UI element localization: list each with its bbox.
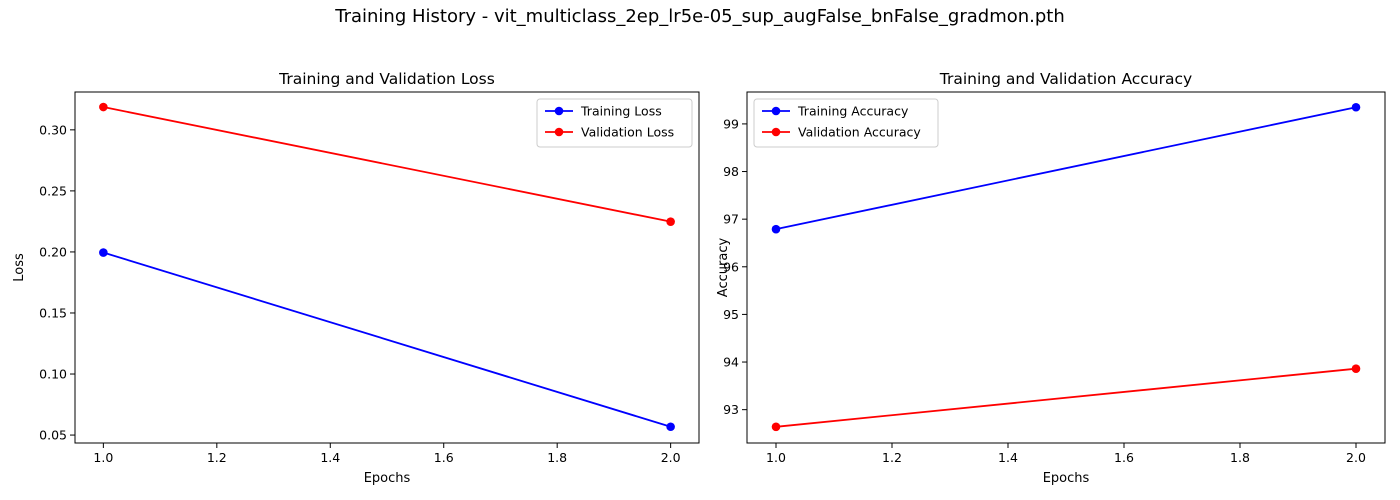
data-point-validation-loss (666, 217, 675, 226)
legend-marker-validation-accuracy (771, 127, 781, 137)
y-tick-label: 94 (723, 355, 739, 370)
data-point-validation-loss (99, 102, 108, 112)
legend: Training Accuracy Validation Accuracy (753, 98, 939, 148)
y-tick-label: 0.30 (39, 122, 67, 137)
x-tick-label: 1.0 (93, 450, 113, 465)
y-tick-label: 0.10 (39, 367, 67, 382)
y-tick-label: 96 (723, 259, 739, 274)
x-tick-label: 1.6 (1114, 450, 1134, 465)
series-line-validation-accuracy (775, 367, 1357, 428)
y-axis-label: Loss (12, 253, 27, 282)
chart-title: Training and Validation Loss (278, 70, 495, 88)
y-tick-label: 97 (723, 212, 739, 227)
legend-box (753, 98, 939, 148)
legend-marker-training-loss (554, 106, 564, 116)
x-tick-label: 1.6 (434, 450, 454, 465)
x-tick-label: 1.4 (320, 450, 340, 465)
x-tick-label: 1.2 (882, 450, 902, 465)
y-tick-label: 93 (723, 402, 739, 417)
legend-label-training-accuracy: Training Accuracy (797, 104, 909, 119)
x-tick-label: 2.0 (661, 450, 681, 465)
y-tick-label: 0.05 (39, 428, 67, 443)
figure-title: Training History - vit_multiclass_2ep_lr… (335, 6, 1065, 27)
legend-label-validation-accuracy: Validation Accuracy (798, 125, 921, 140)
data-point-training-accuracy (771, 224, 781, 234)
series-line-training-accuracy (775, 106, 1357, 231)
x-tick-label: 1.2 (207, 450, 227, 465)
data-point-training-accuracy (1351, 102, 1361, 112)
y-tick-label: 0.25 (39, 183, 67, 198)
series-line-validation-loss (103, 106, 671, 223)
series-line-training-loss (103, 251, 671, 428)
data-point-training-loss (666, 422, 675, 432)
x-tick-label: 1.4 (998, 450, 1018, 465)
legend-marker-training-accuracy (771, 106, 781, 116)
x-tick-label: 1.0 (766, 450, 786, 465)
legend: Training Loss Validation Loss (536, 98, 693, 148)
data-point-training-loss (99, 248, 108, 257)
axes-frame (74, 91, 700, 444)
x-tick-label: 1.8 (547, 450, 567, 465)
x-tick-label: 2.0 (1346, 450, 1366, 465)
data-point-validation-accuracy (1351, 364, 1361, 374)
axes-frame (746, 91, 1386, 444)
y-axis-label: Accuracy (716, 238, 731, 298)
legend-box (536, 98, 693, 148)
legend-label-validation-loss: Validation Loss (581, 125, 674, 140)
y-tick-label: 99 (723, 116, 739, 131)
y-tick-label: 0.15 (39, 305, 67, 320)
y-tick-label: 98 (723, 164, 739, 179)
legend-label-training-loss: Training Loss (580, 104, 662, 119)
y-tick-label: 95 (723, 307, 739, 322)
data-point-validation-accuracy (771, 422, 781, 432)
x-tick-label: 1.8 (1230, 450, 1250, 465)
chart-title: Training and Validation Accuracy (939, 70, 1192, 88)
y-tick-label: 0.20 (39, 244, 67, 259)
x-axis-label: Epochs (364, 471, 411, 486)
x-axis-label: Epochs (1043, 471, 1090, 486)
legend-marker-validation-loss (554, 127, 564, 137)
